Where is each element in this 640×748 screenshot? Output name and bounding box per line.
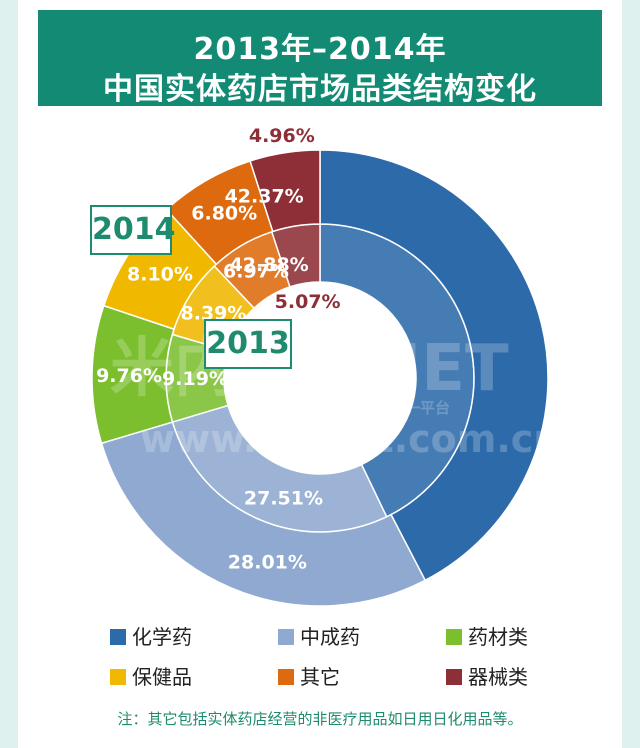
chart-title-line2: 中国实体药店市场品类结构变化 <box>103 72 537 107</box>
legend-item-4: 保健品 <box>110 664 192 690</box>
slice-2014-6 <box>249 149 321 233</box>
legend-label: 其它 <box>300 665 340 689</box>
watermark-brand: 米内 MENET <box>110 332 509 406</box>
data-label-2013-6: 5.07% <box>275 291 341 313</box>
legend-label: 器械类 <box>468 665 528 689</box>
legend-item-6: 器械类 <box>446 664 528 690</box>
data-label-2014-1: 42.37% <box>225 185 304 207</box>
title-banner: 2013年–2014年 中国实体药店市场品类结构变化 <box>38 10 602 107</box>
inner-ring-year-label: 2013 <box>204 319 292 369</box>
legend-label: 化学药 <box>132 625 192 649</box>
watermark-slogan: 中国医药健康信息第一平台 <box>270 399 450 417</box>
footnote: 注：其它包括实体药店经营的非医疗用品如日用日化用品等。 <box>117 710 523 728</box>
data-label-2013-1: 42.88% <box>230 254 309 276</box>
data-label-2014-3: 9.76% <box>96 365 162 387</box>
legend-item-5: 其它 <box>278 664 340 690</box>
outer-ring-year-label: 2014 <box>90 205 176 255</box>
legend-label: 药材类 <box>468 625 528 649</box>
legend-swatch <box>278 669 294 685</box>
data-label-2013-5: 6.97% <box>223 261 289 283</box>
legend-swatch <box>446 629 462 645</box>
data-label-2014-2: 28.01% <box>228 552 307 574</box>
slice-2014-2 <box>100 421 427 607</box>
slice-2014-1 <box>319 149 549 582</box>
data-label-2014-4: 8.10% <box>127 264 193 286</box>
chart-title-line1: 2013年–2014年 <box>193 32 447 67</box>
legend-swatch <box>446 669 462 685</box>
legend-swatch <box>110 629 126 645</box>
data-label-2013-3: 9.19% <box>162 368 228 390</box>
legend-swatch <box>110 669 126 685</box>
legend-label: 中成药 <box>300 625 360 649</box>
data-label-2014-6: 4.96% <box>249 125 315 147</box>
legend-item-3: 药材类 <box>446 624 528 650</box>
legend-label: 保健品 <box>132 665 192 689</box>
watermark-url: www.menet.com.cn <box>140 417 560 461</box>
data-label-2013-2: 27.51% <box>244 488 323 510</box>
legend-swatch <box>278 629 294 645</box>
legend-item-1: 化学药 <box>110 624 192 650</box>
data-label-2014-5: 6.80% <box>191 203 257 225</box>
legend-item-2: 中成药 <box>278 624 360 650</box>
